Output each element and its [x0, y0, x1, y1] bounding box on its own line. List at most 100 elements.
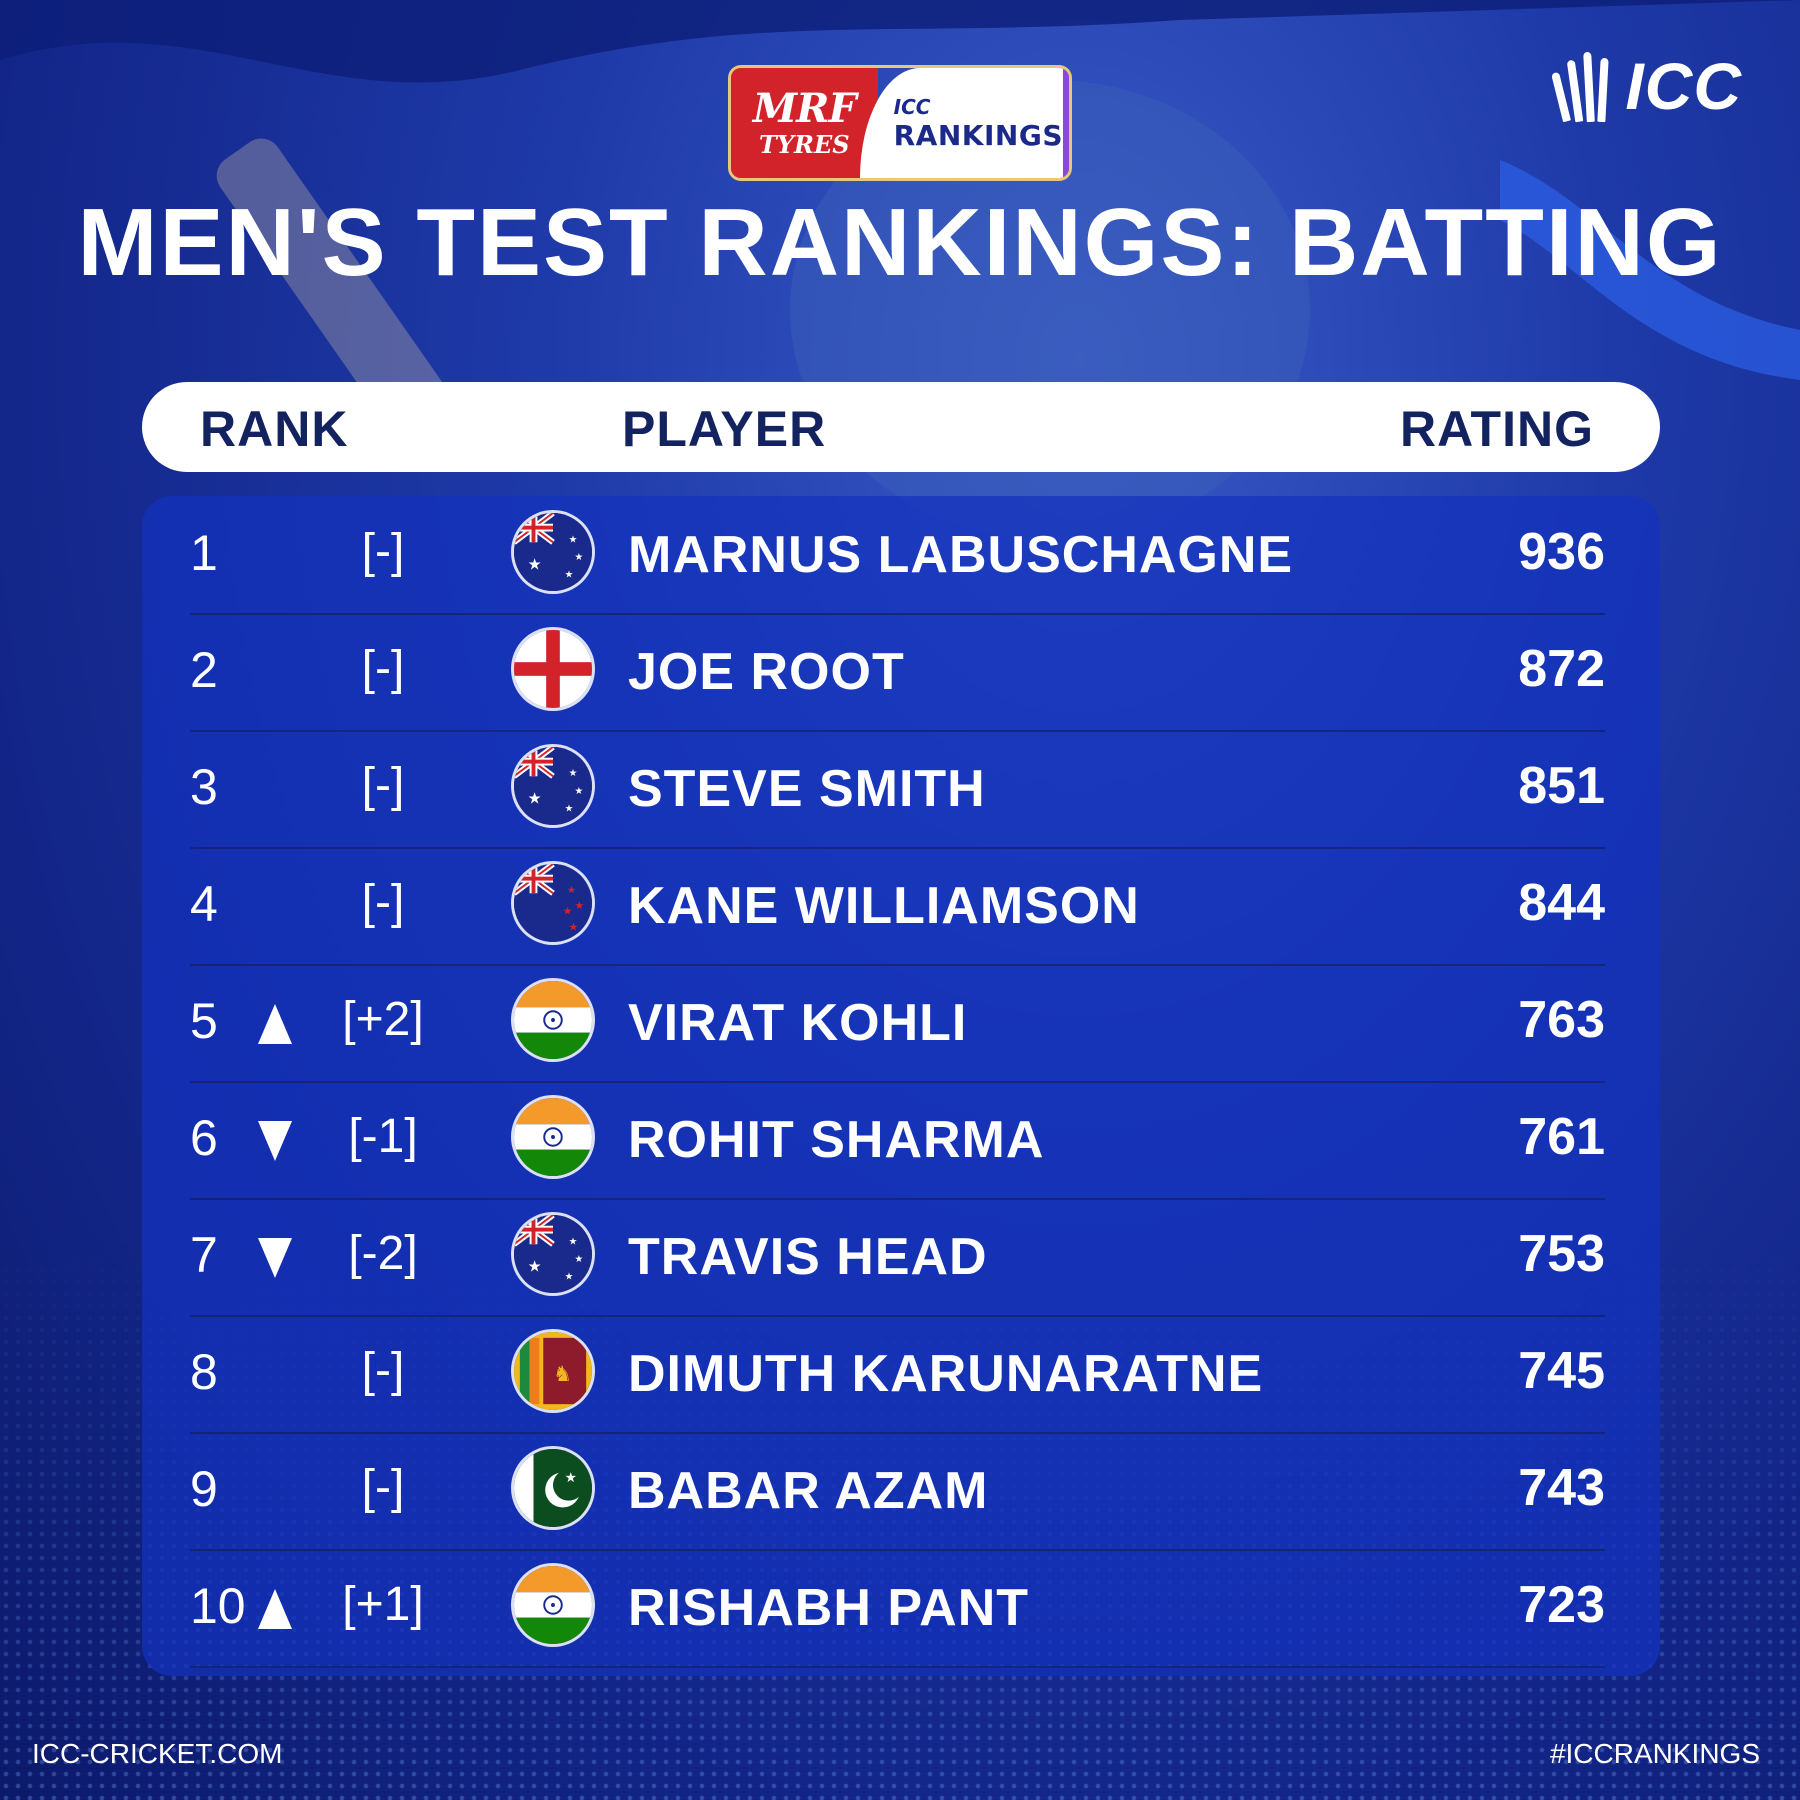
mrf-tyres-logo: MRF TYRES: [731, 68, 878, 178]
rank-change: [-]: [361, 1344, 405, 1397]
rank-change: [-]: [361, 642, 405, 695]
player-rating: 753: [1518, 1225, 1605, 1283]
svg-text:★: ★: [574, 899, 584, 912]
rank-number: 3: [190, 759, 218, 815]
india-flag-icon: [514, 1098, 592, 1176]
player-name: JOE ROOT: [628, 643, 905, 701]
icc-logo: ICC: [1551, 48, 1742, 124]
icc-logo-text: ICC: [1625, 49, 1742, 123]
player-rating: 745: [1518, 1342, 1605, 1400]
hashtag: #ICCRANKINGS: [1549, 1738, 1760, 1769]
svg-text:★: ★: [569, 534, 578, 545]
india-flag-icon: [514, 1566, 592, 1644]
rankings-table: 1 [-] ★ ★ ★ ★ MARNUS LABUSCHAGNE 936 2 [-] JOE ROO…: [142, 496, 1660, 1676]
arrow-down-icon: [258, 1121, 292, 1161]
player-name: ROHIT SHARMA: [628, 1111, 1045, 1169]
header-rating: RATING: [1400, 401, 1594, 457]
player-rating: 936: [1518, 523, 1605, 581]
rank-change: [-]: [361, 759, 405, 812]
table-row: 4 [-] ★ ★ ★ ★ KANE WILLIAMSON 844: [190, 847, 1605, 966]
table-row: 8 [-] ♞ DIMUTH KARUNARATNE 745: [190, 1315, 1605, 1434]
player-rating: 761: [1518, 1108, 1605, 1166]
rankings-text: RANKINGS: [893, 118, 1063, 152]
table-row: 5 [+2] VIRAT KOHLI 763: [190, 964, 1605, 1083]
table-row: 9 [-] ★ BABAR AZAM 743: [190, 1432, 1605, 1551]
arrow-up-icon: [258, 1589, 292, 1629]
rank-change: [-]: [361, 1461, 405, 1514]
arrow-up-icon: [258, 1004, 292, 1044]
player-name: STEVE SMITH: [628, 760, 986, 818]
header-rank: RANK: [200, 401, 349, 457]
rank-number: 2: [190, 642, 218, 698]
svg-text:★: ★: [565, 569, 574, 580]
table-row: 6 [-1] ROHIT SHARMA 761: [190, 1081, 1605, 1200]
svg-text:★: ★: [574, 786, 583, 797]
player-name: KANE WILLIAMSON: [628, 877, 1140, 935]
player-rating: 844: [1518, 874, 1605, 932]
rank-change: [-]: [361, 525, 405, 578]
player-rating: 763: [1518, 991, 1605, 1049]
rank-number: 8: [190, 1344, 218, 1400]
sri-lanka-flag-icon: ♞: [514, 1332, 592, 1410]
arrow-down-icon: [258, 1238, 292, 1278]
player-name: RISHABH PANT: [628, 1579, 1030, 1637]
player-name: MARNUS LABUSCHAGNE: [628, 526, 1294, 584]
tyres-text: TYRES: [759, 130, 850, 159]
svg-text:★: ★: [565, 803, 574, 814]
rank-number: 4: [190, 876, 218, 932]
player-name: DIMUTH KARUNARATNE: [628, 1345, 1264, 1403]
rank-change: [-2]: [348, 1227, 418, 1280]
australia-flag-icon: ★ ★ ★ ★: [514, 513, 592, 591]
australia-flag-icon: ★ ★ ★ ★: [514, 747, 592, 825]
player-rating: 743: [1518, 1459, 1605, 1517]
table-row: 2 [-] JOE ROOT 872: [190, 613, 1605, 732]
rank-number: 5: [190, 993, 218, 1049]
svg-text:★: ★: [565, 1470, 577, 1486]
rank-change: [+1]: [342, 1578, 424, 1631]
england-flag-icon: [514, 630, 592, 708]
rank-number: 9: [190, 1461, 218, 1517]
rank-number: 6: [190, 1110, 218, 1166]
svg-text:★: ★: [528, 790, 542, 808]
svg-text:★: ★: [569, 920, 579, 933]
svg-text:★: ★: [574, 552, 583, 563]
mrf-text: MRF: [752, 85, 857, 132]
svg-text:★: ★: [563, 905, 573, 918]
svg-text:★: ★: [567, 883, 577, 896]
table-header: RANK PLAYER RATING: [142, 382, 1660, 472]
svg-text:★: ★: [565, 1271, 574, 1282]
table-row: 1 [-] ★ ★ ★ ★ MARNUS LABUSCHAGNE 936: [190, 496, 1605, 615]
rank-number: 1: [190, 525, 218, 581]
rank-change: [+2]: [342, 993, 424, 1046]
icc-small-text: ICC: [893, 94, 931, 119]
pakistan-flag-icon: ★: [514, 1449, 592, 1527]
website-url: ICC-CRICKET.COM: [32, 1738, 283, 1769]
table-row: 10 [+1] RISHABH PANT 723: [190, 1549, 1605, 1668]
player-name: BABAR AZAM: [628, 1462, 989, 1520]
player-rating: 723: [1518, 1576, 1605, 1634]
icc-stumps-icon: [1551, 50, 1615, 123]
svg-text:★: ★: [528, 556, 542, 574]
page-title: MEN'S TEST RANKINGS: BATTING: [77, 189, 1723, 296]
mrf-icc-rankings-logo: MRF TYRES ICC RANKINGS: [731, 68, 1069, 178]
player-rating: 872: [1518, 640, 1605, 698]
svg-text:♞: ♞: [553, 1362, 572, 1387]
player-rating: 851: [1518, 757, 1605, 815]
new-zealand-flag-icon: ★ ★ ★ ★: [514, 864, 592, 942]
table-row: 7 [-2] ★ ★ ★ ★ TRAVIS HEAD 753: [190, 1198, 1605, 1317]
rank-number: 10: [190, 1578, 246, 1634]
table-row: 3 [-] ★ ★ ★ ★ STEVE SMITH 851: [190, 730, 1605, 849]
header-player: PLAYER: [622, 401, 827, 457]
player-name: TRAVIS HEAD: [628, 1228, 988, 1286]
icc-rankings-badge: ICC RANKINGS: [859, 68, 1069, 178]
player-name: VIRAT KOHLI: [628, 994, 968, 1052]
india-flag-icon: [514, 981, 592, 1059]
svg-text:★: ★: [569, 768, 578, 779]
svg-text:★: ★: [528, 1258, 542, 1276]
rank-change: [-]: [361, 876, 405, 929]
rank-number: 7: [190, 1227, 218, 1283]
rank-change: [-1]: [348, 1110, 418, 1163]
australia-flag-icon: ★ ★ ★ ★: [514, 1215, 592, 1293]
svg-text:★: ★: [574, 1254, 583, 1265]
svg-text:★: ★: [569, 1236, 578, 1247]
